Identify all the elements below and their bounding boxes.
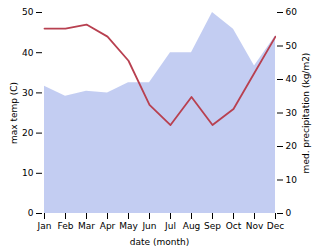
svg-text:Sep: Sep <box>204 221 221 231</box>
svg-text:50: 50 <box>286 41 298 51</box>
svg-text:0: 0 <box>28 208 34 218</box>
svg-text:date (month): date (month) <box>130 237 189 247</box>
svg-text:0: 0 <box>286 208 292 218</box>
svg-text:Feb: Feb <box>58 221 74 231</box>
svg-text:Aug: Aug <box>183 221 201 231</box>
svg-text:20: 20 <box>286 141 298 151</box>
svg-text:Apr: Apr <box>100 221 116 231</box>
svg-text:50: 50 <box>22 7 34 17</box>
svg-text:Oct: Oct <box>226 221 242 231</box>
svg-text:med. precipitation (kg/m2): med. precipitation (kg/m2) <box>301 53 311 174</box>
svg-text:Jan: Jan <box>37 221 52 231</box>
svg-text:30: 30 <box>22 88 34 98</box>
svg-text:Jul: Jul <box>164 221 176 231</box>
svg-text:Mar: Mar <box>78 221 95 231</box>
svg-text:40: 40 <box>22 48 34 58</box>
svg-text:10: 10 <box>22 168 34 178</box>
svg-text:Dec: Dec <box>267 221 284 231</box>
svg-text:20: 20 <box>22 128 34 138</box>
svg-text:40: 40 <box>286 74 298 84</box>
svg-text:60: 60 <box>286 7 298 17</box>
svg-text:30: 30 <box>286 108 298 118</box>
svg-text:10: 10 <box>286 175 298 185</box>
svg-text:May: May <box>119 221 138 231</box>
svg-text:Nov: Nov <box>246 221 264 231</box>
svg-text:Jun: Jun <box>141 221 156 231</box>
svg-text:max temp (C): max temp (C) <box>9 82 19 144</box>
